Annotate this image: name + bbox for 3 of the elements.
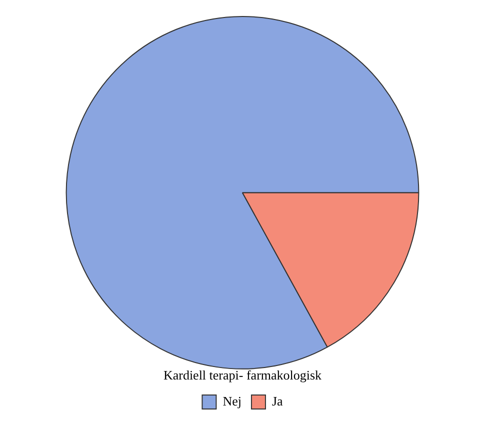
legend-title: Kardiell terapi- farmakologisk bbox=[163, 367, 322, 382]
legend-label: Ja bbox=[272, 393, 284, 408]
legend-label: Nej bbox=[222, 393, 242, 408]
